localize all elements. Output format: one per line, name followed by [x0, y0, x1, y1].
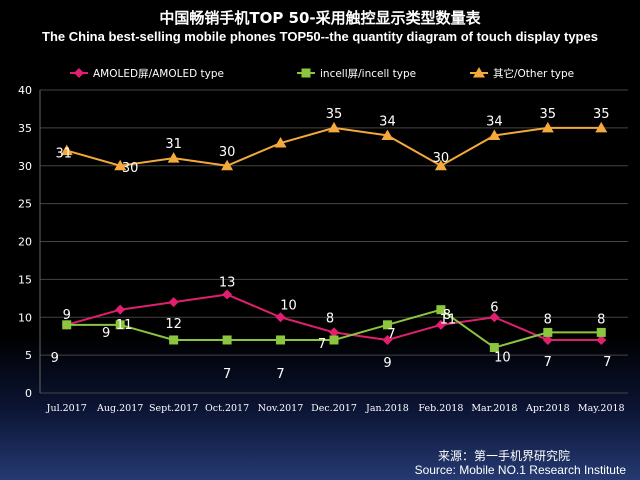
x-tick-label: Feb.2018 — [418, 403, 463, 414]
data-point — [222, 335, 232, 345]
chart-title: 中国畅销手机TOP 50-采用触控显示类型数量表 — [159, 9, 481, 27]
series-line — [66, 126, 602, 167]
data-point — [221, 159, 234, 171]
legend-marker — [301, 68, 311, 78]
data-label: 7 — [318, 337, 326, 352]
data-label: 7 — [276, 367, 284, 382]
source-en: Source: Mobile NO.1 Research Institute — [414, 463, 626, 477]
data-point — [329, 335, 339, 345]
data-label: 7 — [387, 327, 395, 342]
data-label: 30 — [122, 161, 139, 176]
y-tick-label: 35 — [18, 122, 32, 135]
data-point — [596, 334, 607, 345]
data-point — [489, 343, 499, 353]
y-tick-label: 20 — [18, 236, 32, 249]
legend-marker — [74, 68, 84, 78]
data-label: 8 — [326, 311, 334, 326]
data-point — [435, 319, 446, 330]
data-point — [596, 327, 606, 337]
data-label: 35 — [326, 107, 343, 122]
y-tick-label: 0 — [25, 387, 32, 400]
data-label: 8 — [544, 312, 552, 327]
data-point — [434, 159, 447, 171]
data-label: 7 — [603, 355, 611, 370]
data-point — [543, 327, 553, 337]
data-point — [488, 129, 501, 140]
data-label: 9 — [102, 326, 110, 341]
data-label: 10 — [494, 351, 511, 366]
legend-label: incell屏/incell type — [320, 68, 416, 80]
data-label: 11 — [116, 318, 133, 333]
source-cn: 来源：第一手机界研究院 — [437, 449, 570, 463]
data-label: 7 — [223, 367, 231, 382]
data-point — [60, 144, 73, 156]
y-tick-label: 25 — [18, 198, 32, 211]
data-point — [115, 320, 125, 330]
x-tick-label: Jul.2017 — [46, 403, 87, 414]
data-label: 12 — [165, 317, 182, 332]
data-label: 8 — [443, 308, 451, 323]
data-point — [382, 320, 392, 330]
data-point — [114, 159, 127, 171]
x-tick-label: Mar.2018 — [471, 403, 517, 414]
data-point — [541, 121, 554, 133]
x-tick-label: May.2018 — [578, 403, 625, 414]
data-label: 13 — [219, 276, 236, 291]
data-label: 34 — [379, 114, 396, 129]
x-tick-label: Oct.2017 — [205, 403, 249, 414]
data-point — [381, 129, 394, 140]
data-label: 10 — [280, 298, 297, 313]
data-label: 7 — [544, 355, 552, 370]
x-tick-label: Apr.2018 — [525, 403, 570, 414]
y-tick-label: 30 — [18, 160, 32, 173]
data-point — [276, 335, 286, 345]
data-label: 9 — [51, 351, 59, 366]
chart-subtitle: The China best-selling mobile phones TOP… — [42, 29, 598, 44]
x-tick-label: Sept.2017 — [149, 403, 198, 414]
y-tick-label: 40 — [18, 84, 32, 97]
data-label: 34 — [486, 114, 503, 129]
x-tick-label: Nov.2017 — [258, 403, 303, 414]
data-point — [382, 334, 393, 345]
data-point — [489, 312, 500, 323]
data-point — [62, 320, 72, 330]
y-tick-label: 15 — [18, 273, 32, 286]
data-label: 31 — [55, 147, 72, 162]
data-label: 11 — [440, 313, 457, 328]
y-tick-label: 5 — [25, 349, 32, 362]
x-tick-label: Dec.2017 — [311, 403, 357, 414]
x-tick-label: Jan.2018 — [365, 403, 409, 414]
legend-marker — [473, 67, 485, 78]
data-point — [168, 297, 179, 308]
data-point — [436, 305, 446, 315]
data-point — [115, 304, 126, 315]
data-label: 30 — [219, 145, 236, 160]
data-point — [328, 121, 340, 133]
legend-label: 其它/Other type — [493, 67, 574, 80]
data-point — [274, 137, 287, 148]
data-point — [542, 334, 553, 345]
data-point — [167, 152, 180, 163]
data-point — [275, 312, 286, 323]
data-label: 9 — [383, 356, 391, 371]
y-tick-label: 10 — [18, 311, 32, 324]
legend-label: AMOLED屏/AMOLED type — [93, 68, 224, 80]
data-point — [595, 121, 608, 133]
data-label: 8 — [597, 312, 605, 327]
data-point — [169, 335, 179, 345]
data-point — [222, 289, 233, 300]
data-label: 6 — [490, 300, 498, 315]
x-tick-label: Aug.2017 — [96, 403, 143, 414]
data-point — [329, 327, 339, 338]
data-label: 35 — [540, 107, 557, 122]
data-label: 31 — [165, 137, 182, 152]
data-label: 35 — [593, 107, 610, 122]
data-label: 30 — [433, 151, 450, 166]
data-label: 9 — [63, 308, 71, 323]
